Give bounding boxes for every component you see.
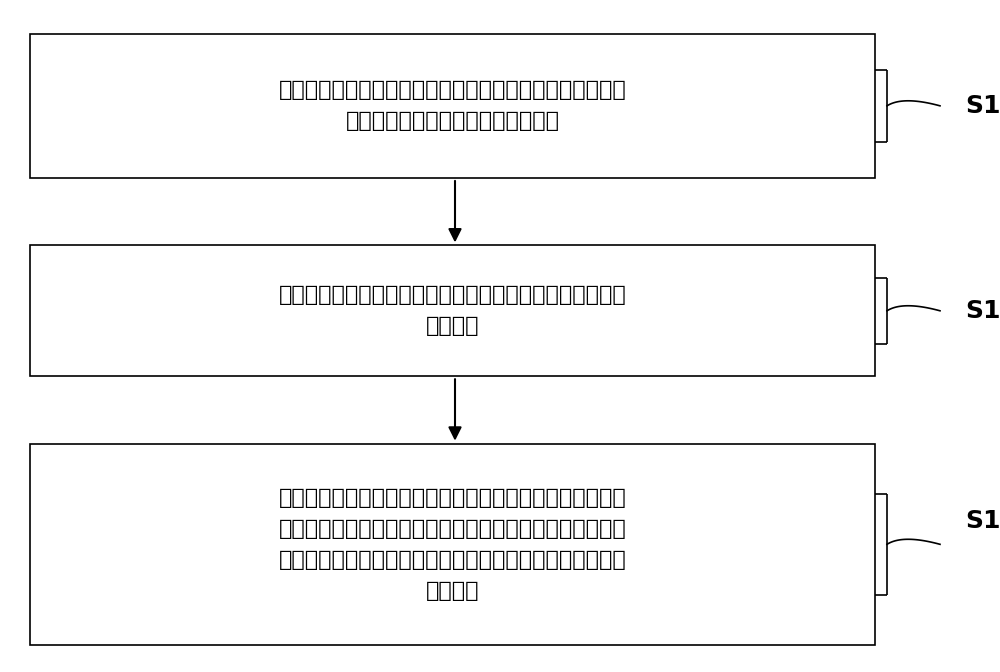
Text: S101: S101: [965, 93, 1000, 118]
Bar: [30, 444, 875, 645]
Bar: [30, 245, 875, 376]
Text: 判断当前的机组工况数据是否满足每一类监测量对应的工况
判定条件: 判断当前的机组工况数据是否满足每一类监测量对应的工况 判定条件: [279, 285, 626, 337]
Text: S103: S103: [965, 509, 1000, 533]
Text: 在当前的机组工况数据满足每一类所述监测量对应的工况判
定条件时，根据获取到的每一类所述监测量的监测记录文本
，并通过连续递增趋势检测法获得每一类所述监测量的一类: 在当前的机组工况数据满足每一类所述监测量对应的工况判 定条件时，根据获取到的每一…: [279, 487, 626, 601]
Text: S102: S102: [965, 299, 1000, 323]
Text: 确定用于监测水轮发电机组运行状态的第一监测体系，所述
第一监测体系中包含至少一类监测量: 确定用于监测水轮发电机组运行状态的第一监测体系，所述 第一监测体系中包含至少一类…: [279, 80, 626, 132]
Bar: [30, 34, 875, 178]
